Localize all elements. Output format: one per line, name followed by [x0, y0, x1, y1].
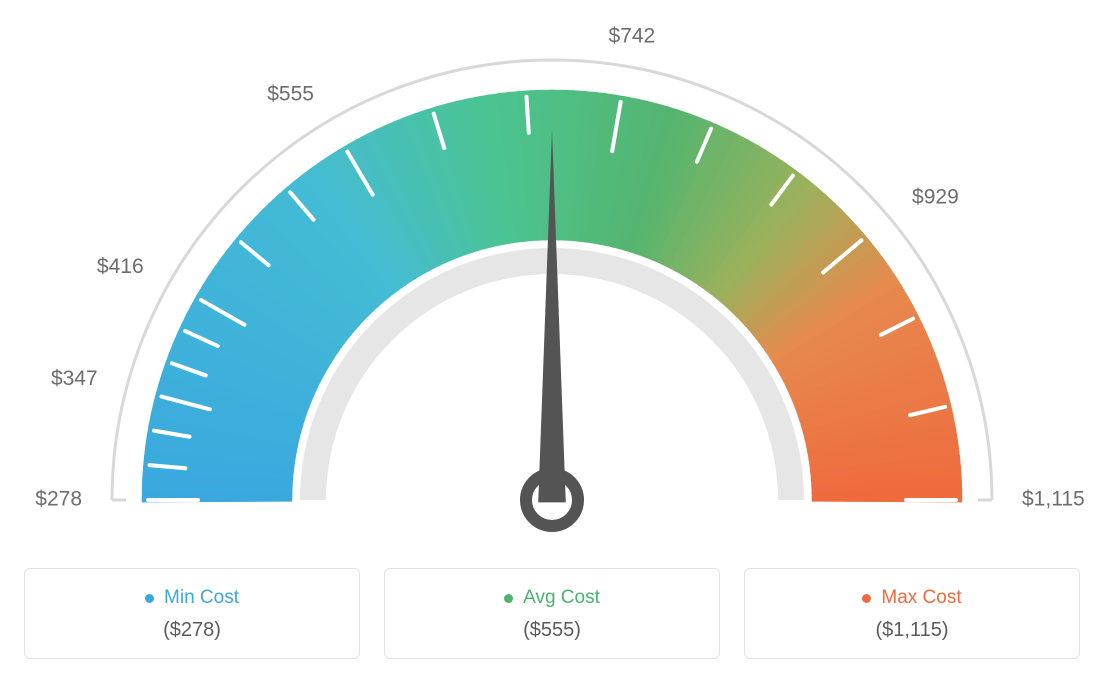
legend-label-min: Min Cost — [164, 587, 239, 609]
legend-value-min: ($278) — [37, 619, 347, 642]
legend-label-max: Max Cost — [881, 587, 961, 609]
legend-label-avg: Avg Cost — [523, 587, 600, 609]
legend-dot-max — [862, 594, 871, 603]
legend-row: Min Cost ($278) Avg Cost ($555) Max Cost… — [0, 568, 1104, 659]
svg-text:$278: $278 — [35, 488, 82, 511]
legend-value-max: ($1,115) — [757, 619, 1067, 642]
svg-text:$742: $742 — [609, 24, 656, 47]
svg-text:$347: $347 — [51, 367, 98, 390]
svg-text:$555: $555 — [267, 82, 314, 105]
legend-card-min: Min Cost ($278) — [24, 568, 360, 659]
legend-card-max: Max Cost ($1,115) — [744, 568, 1080, 659]
svg-text:$929: $929 — [912, 185, 959, 208]
legend-dot-min — [145, 594, 154, 603]
legend-value-avg: ($555) — [397, 619, 707, 642]
legend-title-max: Max Cost — [862, 587, 961, 609]
gauge-chart: $278 $347 $416 $555 $742 $929 $1,115 — [0, 0, 1104, 560]
legend-dot-avg — [504, 594, 513, 603]
svg-text:$416: $416 — [97, 255, 144, 278]
legend-title-min: Min Cost — [145, 587, 239, 609]
legend-title-avg: Avg Cost — [504, 587, 600, 609]
svg-text:$1,115: $1,115 — [1022, 488, 1085, 511]
legend-card-avg: Avg Cost ($555) — [384, 568, 720, 659]
gauge-svg: $278 $347 $416 $555 $742 $929 $1,115 — [0, 0, 1104, 560]
